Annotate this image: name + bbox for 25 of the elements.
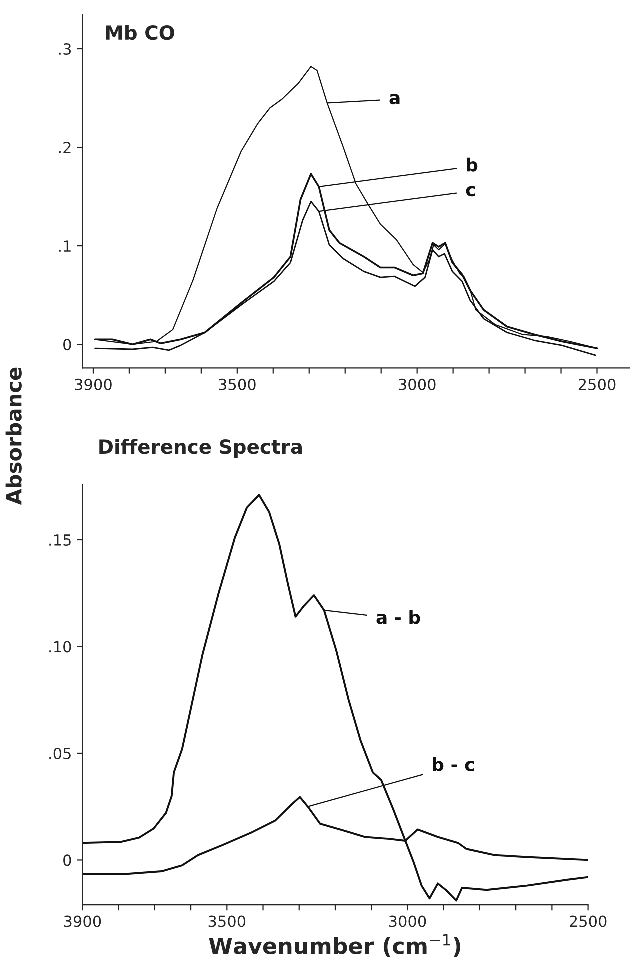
y-tick-label: .2 [59, 142, 71, 154]
x-tick-label: 2500 [570, 916, 607, 928]
x-tick-label: 3900 [75, 378, 112, 390]
chart-title: Mb CO [106, 25, 174, 40]
legend-label: a [390, 94, 400, 105]
x-tick-label: 3000 [399, 378, 436, 390]
y-tick-label: .05 [50, 748, 71, 760]
y-tick-label: 0 [64, 854, 72, 866]
y-tick-label: .3 [59, 43, 72, 56]
chart-title: Difference Spectra [100, 439, 302, 458]
y-tick-label: .10 [50, 641, 72, 653]
text: b [467, 158, 478, 172]
x-axis-title: Wavenumber (cm$^{−1}$) [209, 934, 461, 958]
x-tick-label: 3000 [389, 916, 426, 928]
x-tick-label: 3500 [208, 916, 246, 928]
y-tick-label: 0 [64, 339, 72, 351]
x-tick-label: 3500 [219, 378, 256, 390]
text: b - c [433, 758, 474, 772]
y-tick-label: .15 [50, 534, 71, 546]
legend-label: a - b [376, 610, 420, 624]
y-tick-label: .1 [59, 240, 71, 252]
x-tick-label: 2500 [578, 378, 616, 390]
text: c [466, 186, 476, 197]
y-axis-title: Absorbance [6, 368, 22, 506]
x-tick-label: 3900 [64, 916, 102, 928]
